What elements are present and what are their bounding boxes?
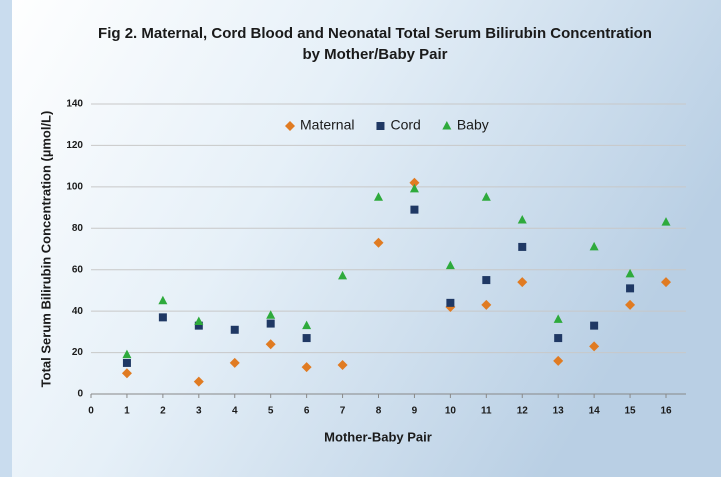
x-tick-label: 14 xyxy=(589,406,601,417)
x-tick-label: 6 xyxy=(304,406,310,417)
x-tick-label: 2 xyxy=(160,406,166,417)
x-tick-label: 7 xyxy=(340,406,346,417)
y-tick-label: 120 xyxy=(66,140,83,151)
x-tick-label: 1 xyxy=(124,406,130,417)
x-tick-label: 12 xyxy=(517,406,529,417)
marker-square xyxy=(410,206,418,214)
x-tick-label: 3 xyxy=(196,406,202,417)
y-tick-label: 0 xyxy=(77,389,83,400)
y-axis-label: Total Serum Bilirubin Concentration (µmo… xyxy=(38,111,53,388)
y-tick-label: 100 xyxy=(66,181,83,192)
marker-square xyxy=(626,284,634,292)
y-tick-label: 60 xyxy=(72,264,84,275)
marker-square xyxy=(267,320,275,328)
marker-square xyxy=(518,243,526,251)
marker-square xyxy=(159,313,167,321)
x-tick-label: 11 xyxy=(481,406,492,417)
x-tick-label: 4 xyxy=(232,406,238,417)
marker-square xyxy=(376,122,384,130)
marker-square xyxy=(590,322,598,330)
legend-label: Cord xyxy=(390,117,420,133)
x-tick-label: 15 xyxy=(625,406,637,417)
marker-square xyxy=(554,334,562,342)
x-tick-label: 13 xyxy=(553,406,565,417)
marker-square xyxy=(446,299,454,307)
x-tick-label: 16 xyxy=(660,406,672,417)
legend-label: Baby xyxy=(457,117,489,133)
y-tick-label: 20 xyxy=(72,347,84,358)
x-tick-label: 9 xyxy=(412,406,418,417)
background xyxy=(0,0,721,477)
y-tick-label: 40 xyxy=(72,306,84,317)
x-tick-label: 8 xyxy=(376,406,382,417)
x-tick-label: 5 xyxy=(268,406,274,417)
marker-square xyxy=(482,276,490,284)
legend-label: Maternal xyxy=(300,117,354,133)
x-tick-label: 10 xyxy=(445,406,457,417)
y-tick-label: 140 xyxy=(66,99,83,110)
x-axis-label: Mother-Baby Pair xyxy=(324,429,432,444)
chart: Fig 2. Maternal, Cord Blood and Neonatal… xyxy=(0,0,721,477)
y-tick-label: 80 xyxy=(72,223,84,234)
chart-title: by Mother/Baby Pair xyxy=(302,46,447,63)
marker-square xyxy=(231,326,239,334)
marker-square xyxy=(303,334,311,342)
x-tick-label: 0 xyxy=(88,406,94,417)
marker-square xyxy=(123,359,131,367)
left-border xyxy=(0,0,12,477)
chart-title: Fig 2. Maternal, Cord Blood and Neonatal… xyxy=(98,25,652,42)
